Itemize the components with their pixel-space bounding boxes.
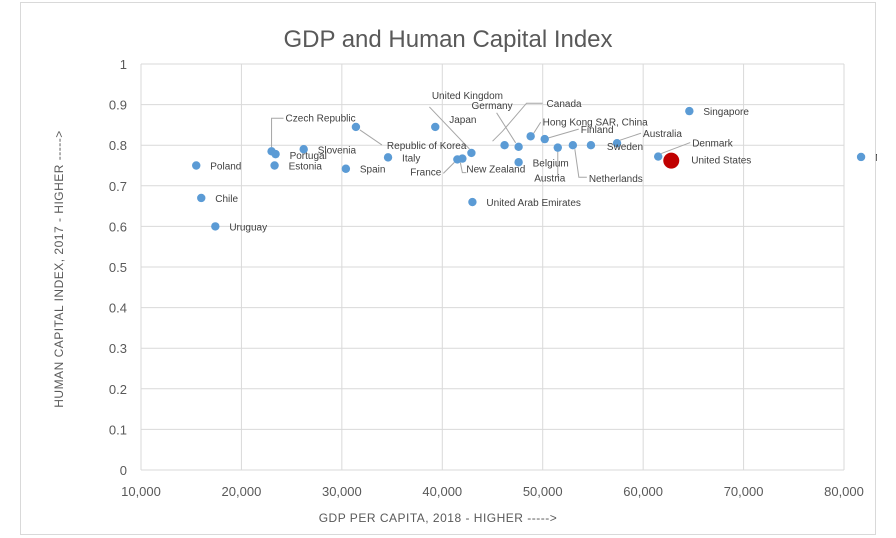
leader-line-denmark	[661, 142, 691, 155]
y-tick-label: 0	[120, 463, 127, 478]
data-point-australia[interactable]	[612, 138, 622, 148]
leader-line-germany	[496, 112, 517, 144]
y-axis-title: HUMAN CAPITAL INDEX, 2017 - HIGHER -----…	[52, 130, 66, 408]
point-label-singapore: Singapore	[703, 107, 749, 118]
point-label-new-zealand: New Zealand	[466, 165, 525, 176]
chart-frame: GDP and Human Capital Index 10,000 20,000…	[20, 2, 877, 535]
data-point-united-arab-emirates[interactable]	[468, 197, 477, 207]
data-point-chile[interactable]	[197, 193, 206, 203]
data-point-germany[interactable]	[514, 142, 523, 152]
data-point-uruguay[interactable]	[211, 222, 220, 231]
leader-line-netherlands	[574, 149, 587, 178]
data-point-belgium[interactable]	[514, 158, 523, 167]
leader-line-canada	[492, 102, 543, 142]
data-point-spain[interactable]	[341, 164, 351, 173]
data-point-austria[interactable]	[553, 143, 562, 152]
point-label-slovenia: Slovenia	[318, 145, 357, 156]
data-point-poland[interactable]	[192, 161, 201, 170]
data-point-portugal[interactable]	[271, 149, 280, 159]
x-tick-label: 20,000	[222, 484, 262, 499]
data-point-new-zealand[interactable]	[458, 154, 467, 163]
x-tick-label: 10,000	[121, 484, 161, 499]
point-label-uruguay: Uruguay	[229, 222, 267, 233]
chart-title: GDP and Human Capital Index	[283, 26, 612, 53]
x-tick-label: 50,000	[523, 484, 563, 499]
leader-line-hong-kong-sar-china	[533, 121, 542, 134]
data-point-denmark[interactable]	[654, 152, 663, 161]
scatter-chart: GDP and Human Capital Index 10,000 20,000…	[52, 26, 877, 525]
point-label-japan: Japan	[449, 115, 476, 126]
x-axis-title: GDP PER CAPITA, 2018 - HIGHER ----->	[319, 511, 558, 525]
data-point-estonia[interactable]	[270, 161, 279, 170]
data-point-slovenia[interactable]	[299, 145, 308, 154]
point-label-italy: Italy	[402, 153, 420, 164]
point-label-norway: Norway	[875, 153, 877, 164]
y-tick-label: 0.6	[109, 219, 127, 234]
data-point-italy[interactable]	[383, 153, 393, 162]
point-label-denmark: Denmark	[692, 139, 734, 150]
data-point-republic-of-korea[interactable]	[351, 122, 361, 132]
data-point-hong-kong-sar-china[interactable]	[526, 132, 535, 141]
y-tick-label: 0.9	[109, 98, 127, 113]
point-label-austria: Austria	[534, 174, 566, 185]
point-label-estonia: Estonia	[289, 162, 323, 173]
leader-line-australia	[619, 132, 642, 141]
point-label-spain: Spain	[360, 165, 386, 176]
data-point-canada[interactable]	[500, 141, 509, 150]
leader-line-republic-of-korea	[359, 129, 383, 146]
point-label-belgium: Belgium	[533, 158, 569, 169]
x-tick-label: 40,000	[422, 484, 462, 499]
x-tick-label: 30,000	[322, 484, 362, 499]
y-tick-label: 0.2	[109, 382, 127, 397]
leader-line-finland	[547, 128, 579, 139]
data-point-sweden[interactable]	[586, 141, 596, 150]
y-tick-label: 0.4	[109, 301, 127, 316]
leader-line-france	[442, 162, 455, 174]
x-tick-label: 80,000	[824, 484, 864, 499]
y-tick-label: 0.5	[109, 260, 127, 275]
y-tick-label: 1	[120, 57, 127, 72]
point-label-united-arab-emirates: United Arab Emirates	[486, 198, 581, 209]
point-label-republic-of-korea: Republic of Korea	[387, 141, 467, 152]
data-point-netherlands[interactable]	[568, 141, 578, 150]
x-tick-label: 70,000	[724, 484, 764, 499]
point-label-sweden: Sweden	[607, 142, 643, 153]
point-label-czech-republic: Czech Republic	[286, 113, 356, 124]
point-label-germany: Germany	[471, 101, 512, 112]
data-point-united-states[interactable]	[663, 152, 680, 169]
point-label-portugal: Portugal	[290, 151, 327, 162]
leader-line-czech-republic	[271, 117, 284, 148]
point-label-canada: Canada	[547, 99, 582, 110]
leader-line-united-kingdom	[429, 106, 470, 150]
y-tick-label: 0.8	[109, 138, 127, 153]
data-point-singapore[interactable]	[685, 106, 694, 116]
data-point-norway[interactable]	[856, 152, 866, 162]
y-tick-label: 0.7	[109, 179, 127, 194]
x-tick-label: 60,000	[623, 484, 663, 499]
y-tick-label: 0.1	[109, 422, 127, 437]
point-label-finland: Finland	[581, 125, 614, 136]
point-label-united-states: United States	[691, 156, 751, 167]
point-label-australia: Australia	[643, 129, 682, 140]
point-label-france: France	[410, 167, 442, 178]
y-tick-label: 0.3	[109, 341, 127, 356]
point-label-poland: Poland	[210, 162, 241, 173]
data-point-united-kingdom[interactable]	[467, 148, 476, 158]
data-point-finland[interactable]	[540, 134, 549, 144]
point-label-united-kingdom: United Kingdom	[432, 91, 503, 102]
point-label-chile: Chile	[215, 194, 238, 205]
point-label-netherlands: Netherlands	[589, 174, 643, 185]
data-point-japan[interactable]	[431, 122, 440, 132]
point-label-hong-kong-sar-china: Hong Kong SAR, China	[543, 117, 649, 128]
leader-line-new-zealand	[459, 162, 467, 174]
